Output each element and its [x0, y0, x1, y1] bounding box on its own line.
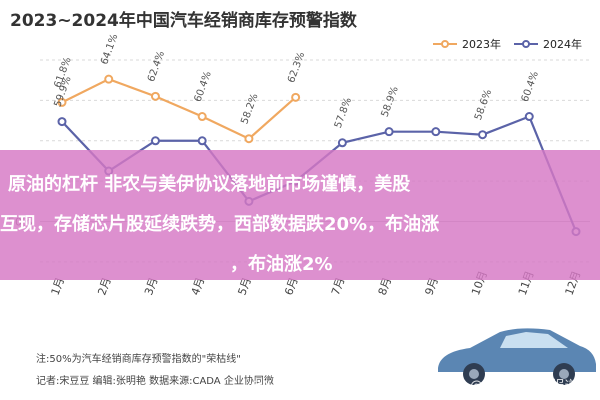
data-labels: 61.8%64.1%62.4%60.4%58.2%62.3%59.9%57.8%…: [52, 33, 540, 130]
watermark-right: @21世纪经济报道: [470, 379, 578, 394]
data-label: 60.4%: [520, 70, 541, 104]
x-tick-label: 5月: [236, 276, 254, 297]
x-tick-label: 7月: [329, 276, 347, 297]
data-point: [384, 127, 394, 137]
x-tick-label: 6月: [282, 276, 300, 297]
data-point: [57, 97, 67, 107]
x-tick-label: 4月: [189, 276, 207, 297]
data-point: [104, 74, 114, 84]
data-point: [337, 138, 347, 148]
x-tick-label: 9月: [422, 276, 440, 297]
legend-item-2023: 2023年: [432, 36, 501, 52]
data-point: [57, 117, 67, 127]
legend-swatch-2024: [514, 40, 538, 48]
legend-swatch-2023: [433, 40, 457, 48]
overlay-line-3: ，布油涨2%: [230, 254, 333, 275]
data-point: [524, 112, 534, 122]
data-point: [197, 136, 207, 146]
data-point: [150, 91, 160, 101]
x-tick-label: 1月: [49, 276, 67, 297]
data-point: [478, 130, 488, 140]
data-label: 64.1%: [99, 33, 120, 67]
data-point: [244, 134, 254, 144]
data-label: 57.8%: [333, 96, 354, 130]
chart-legend: 2023年 2024年: [432, 36, 582, 52]
x-tick-label: 2月: [95, 276, 113, 297]
news-overlay-banner[interactable]: 原油的杠杆 非农与美伊协议落地前市场谨慎，美股 互现，存储芯片股延续跌势，西部数…: [0, 150, 600, 280]
overlay-line-1: 原油的杠杆 非农与美伊协议落地前市场谨慎，美股: [8, 174, 411, 195]
overlay-line-2: 互现，存储芯片股延续跌势，西部数据跌20%，布油涨: [0, 214, 440, 235]
data-label: 62.3%: [286, 51, 307, 85]
chart-title: 2023~2024年中国汽车经销商库存预警指数: [10, 11, 357, 31]
data-label: 58.9%: [380, 85, 401, 119]
x-tick-label: 8月: [376, 276, 394, 297]
data-point: [291, 92, 301, 102]
data-label: 58.6%: [473, 88, 494, 122]
data-point: [150, 136, 160, 146]
data-point: [431, 127, 441, 137]
data-label: 60.4%: [193, 70, 214, 104]
legend-label-2024: 2024年: [543, 38, 582, 51]
x-tick-label: 3月: [142, 276, 160, 297]
series-line-2023: [61, 77, 297, 141]
legend-item-2024: 2024年: [513, 36, 582, 52]
car-illustration: [438, 328, 596, 385]
data-point: [197, 112, 207, 122]
credits: 记者:宋豆豆 编辑:张明艳 数据来源:CADA 企业协同微: [36, 376, 274, 387]
watermark-left: @XAU大宇黄金: [250, 379, 343, 394]
legend-label-2023: 2023年: [462, 38, 501, 51]
data-label: 62.4%: [146, 50, 167, 84]
data-label: 58.2%: [239, 92, 260, 126]
footnote: 注:50%为汽车经销商库存预警指数的"荣枯线": [36, 354, 241, 365]
